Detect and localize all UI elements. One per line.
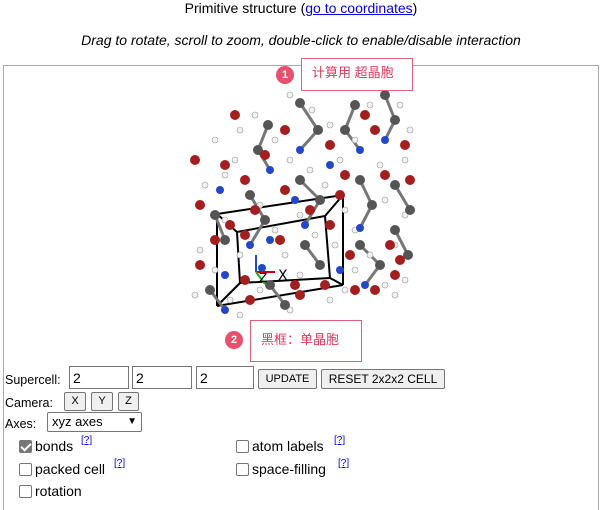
atom-labels-checkbox[interactable] — [236, 440, 249, 453]
space-filling-help-link[interactable]: [?] — [338, 458, 350, 469]
bonds-label: bonds — [35, 438, 74, 454]
annotation-badge-1: 1 — [276, 66, 294, 84]
packed-cell-label: packed cell — [35, 461, 106, 477]
axes-select[interactable]: xyz axes ▼ — [47, 412, 142, 432]
interaction-hint: Drag to rotate, scroll to zoom, double-c… — [81, 32, 521, 48]
reset-supercell-button[interactable]: RESET 2x2x2 CELL — [321, 369, 445, 389]
supercell-label: Supercell: — [5, 373, 61, 387]
supercell-annotation: 计算用 超晶胞 — [301, 58, 413, 91]
camera-y-button[interactable]: Y — [91, 392, 113, 411]
annotation-badge-2: 2 — [225, 331, 243, 349]
supercell-x-input[interactable] — [69, 366, 129, 389]
packed-cell-checkbox[interactable] — [19, 463, 32, 476]
camera-label: Camera: — [5, 396, 53, 410]
bonds-checkbox[interactable] — [19, 440, 32, 453]
rotation-checkbox[interactable] — [19, 485, 32, 498]
space-filling-checkbox[interactable] — [236, 463, 249, 476]
camera-x-button[interactable]: X — [64, 392, 86, 411]
rotation-label: rotation — [35, 483, 82, 499]
chevron-down-icon: ▼ — [127, 416, 137, 427]
supercell-z-input[interactable] — [196, 366, 254, 389]
camera-z-button[interactable]: Z — [118, 392, 139, 411]
atom-labels-label: atom labels — [252, 438, 324, 454]
atom-labels-help-link[interactable]: [?] — [334, 435, 346, 446]
supercell-annotation-text: 计算用 超晶胞 — [312, 65, 394, 80]
structure-title: Primitive structure (go to coordinates) — [0, 0, 602, 17]
packed-cell-help-link[interactable]: [?] — [114, 458, 126, 469]
unit-cell-annotation: 黑框：单晶胞 — [250, 320, 362, 362]
go-to-coordinates-link[interactable]: go to coordinates — [305, 0, 413, 16]
space-filling-label: space-filling — [252, 461, 326, 477]
title-prefix: Primitive structure ( — [184, 0, 306, 16]
supercell-y-input[interactable] — [132, 366, 192, 389]
axes-selected-value: xyz axes — [52, 414, 103, 429]
update-button[interactable]: UPDATE — [258, 369, 317, 389]
bonds-help-link[interactable]: [?] — [81, 435, 93, 446]
axes-label: Axes: — [5, 417, 37, 431]
title-suffix: ) — [412, 0, 418, 16]
unit-cell-annotation-text: 黑框：单晶胞 — [261, 332, 340, 347]
